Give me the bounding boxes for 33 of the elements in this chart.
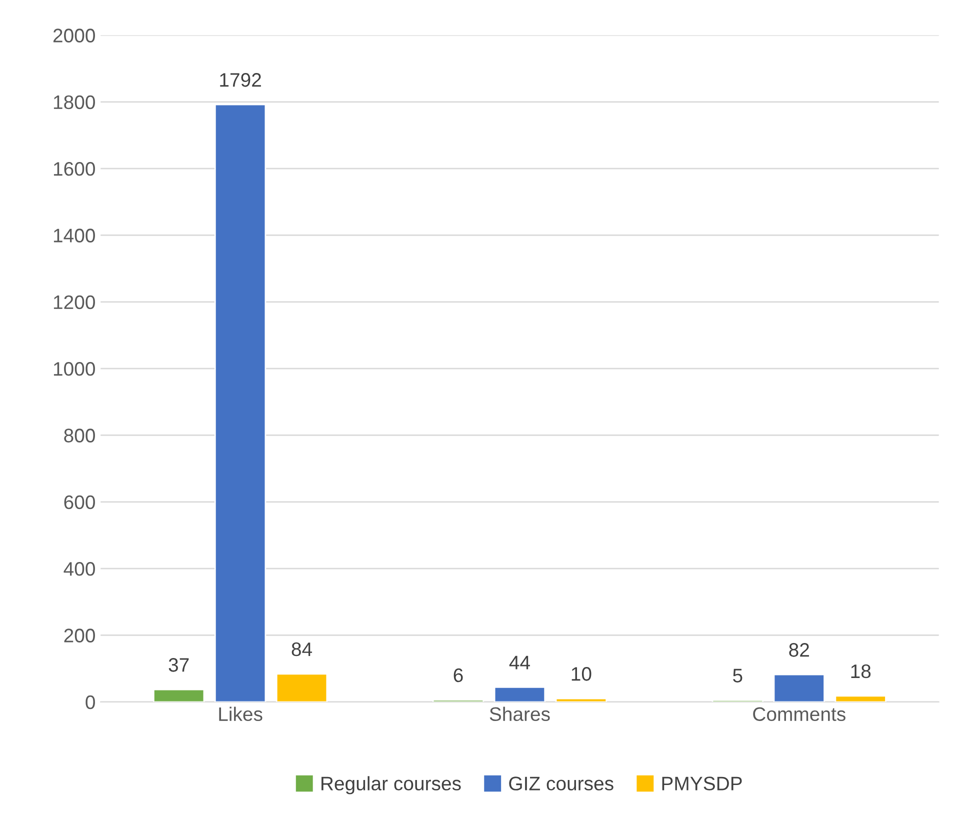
bar	[276, 673, 328, 702]
y-tick-label: 1400	[54, 228, 95, 242]
y-tick-label: 2000	[53, 28, 95, 42]
legend-label: Regular courses	[322, 776, 461, 794]
bar	[834, 695, 886, 702]
y-tick-label: 1000	[54, 362, 95, 376]
data-label: 6	[454, 668, 463, 682]
data-label: 5	[733, 668, 742, 682]
bar	[214, 104, 266, 702]
x-tick-label: Likes	[219, 706, 262, 722]
y-tick-label: 1600	[54, 162, 95, 176]
legend-label: GIZ courses	[509, 776, 614, 790]
data-label: 10	[572, 667, 592, 681]
x-tick-label: Shares	[490, 706, 550, 722]
y-tick-label: 1200	[54, 295, 95, 310]
bar	[152, 688, 205, 702]
y-tick-label: 400	[64, 562, 95, 576]
bar	[432, 699, 484, 702]
data-label: 84	[292, 642, 312, 656]
data-label: 37	[168, 658, 189, 672]
legend-label: PMYSDP	[662, 776, 742, 790]
y-tick-label: 0	[86, 695, 95, 710]
data-label: 82	[789, 643, 809, 657]
y-tick-label: 200	[64, 628, 95, 642]
y-tick-label: 800	[64, 428, 95, 442]
data-label: 1792	[220, 73, 261, 87]
y-tick-label: 600	[64, 495, 95, 510]
x-tick-label: Comments	[753, 707, 846, 722]
bar	[494, 686, 546, 702]
bar	[773, 674, 825, 702]
data-label: 18	[851, 664, 871, 678]
y-tick-label: 1800	[54, 95, 95, 110]
data-label: 44	[509, 656, 530, 670]
